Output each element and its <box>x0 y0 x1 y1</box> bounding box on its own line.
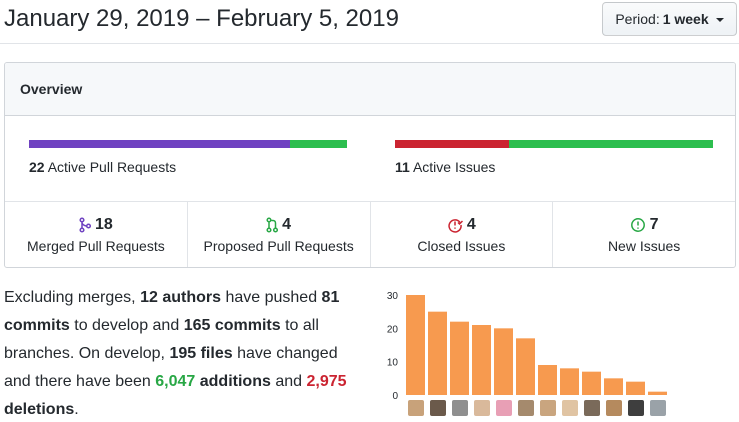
author-avatar[interactable] <box>562 400 578 416</box>
stat-merged-pull-requests[interactable]: 18 Merged Pull Requests <box>5 202 188 267</box>
y-tick-label: 0 <box>392 391 398 400</box>
new-segment <box>509 140 713 148</box>
active-issues-link[interactable]: 11 Active Issues <box>395 159 495 175</box>
summary-text: and <box>275 373 303 390</box>
overview-header: Overview <box>5 63 735 116</box>
author-avatar[interactable] <box>540 400 556 416</box>
period-value: 1 week <box>662 11 709 27</box>
author-avatar[interactable] <box>584 400 600 416</box>
y-tick-label: 20 <box>387 324 399 335</box>
commit-bar[interactable] <box>648 391 667 395</box>
summary-text: have pushed <box>225 289 318 306</box>
stat-closed-issues[interactable]: 4 Closed Issues <box>371 202 554 267</box>
author-avatar[interactable] <box>606 400 622 416</box>
caret-down-icon <box>715 18 724 22</box>
stats-row: 18 Merged Pull Requests 4 Proposed Pull … <box>5 201 735 267</box>
closed-segment <box>395 140 510 148</box>
y-tick-label: 10 <box>387 358 399 369</box>
develop-commits-count: 81 commits <box>4 289 340 334</box>
deletions-word: deletions <box>4 401 75 418</box>
issue-closed-icon <box>448 219 463 233</box>
summary-text: Excluding merges, <box>4 289 136 306</box>
page-title: January 29, 2019 – February 5, 2019 <box>4 5 399 32</box>
open-segment <box>289 140 347 148</box>
commit-bar[interactable] <box>604 378 623 395</box>
summary-text: to all branches. On develop, <box>4 317 319 362</box>
commit-bar[interactable] <box>494 328 513 395</box>
closed-count: 4 <box>466 216 476 233</box>
header: January 29, 2019 – February 5, 2019 Peri… <box>0 0 739 44</box>
y-tick-label: 30 <box>387 291 399 302</box>
author-avatar[interactable] <box>452 400 468 416</box>
commit-bar[interactable] <box>472 325 491 395</box>
commit-bar[interactable] <box>538 365 557 395</box>
summary-text: have changed and there have been <box>4 345 338 390</box>
active-issues-label: Active Issues <box>412 159 496 175</box>
commit-bar[interactable] <box>428 311 447 395</box>
deletions-count: 2,975 <box>306 373 347 390</box>
commit-summary: Excluding merges, 12 authors have pushed… <box>4 284 364 422</box>
issues-progress-bar[interactable] <box>395 140 713 148</box>
commits-chart-svg: 30 20 10 0 <box>387 291 667 400</box>
active-pull-requests-label: Active Pull Requests <box>47 159 177 175</box>
authors-count: 12 authors <box>140 289 221 306</box>
commit-bar[interactable] <box>516 338 535 395</box>
overview-title: Overview <box>20 81 83 97</box>
author-avatar[interactable] <box>408 400 424 416</box>
commit-bar[interactable] <box>450 321 469 395</box>
commit-bar[interactable] <box>560 368 579 395</box>
closed-label: Closed Issues <box>417 238 506 254</box>
summary-text: to develop and <box>74 317 180 334</box>
issue-opened-icon <box>630 218 645 232</box>
author-avatar[interactable] <box>518 400 534 416</box>
merged-count: 18 <box>94 216 113 233</box>
merged-segment <box>29 140 290 148</box>
new-label: New Issues <box>607 238 681 254</box>
commit-bar[interactable] <box>406 295 425 395</box>
active-issues-count: 11 <box>395 159 410 175</box>
active-pull-requests-count: 22 <box>29 159 45 175</box>
additions-count: 6,047 <box>155 373 196 390</box>
period-label: Period: <box>615 11 660 27</box>
files-changed-count: 195 files <box>169 345 233 362</box>
overview-panel: Overview 22 Active Pull Requests 11 Acti… <box>4 62 736 268</box>
active-pull-requests-link[interactable]: 22 Active Pull Requests <box>29 159 176 175</box>
all-commits-count: 165 commits <box>183 317 281 334</box>
author-avatar[interactable] <box>430 400 446 416</box>
author-avatar[interactable] <box>474 400 490 416</box>
proposed-label: Proposed Pull Requests <box>203 238 354 254</box>
stat-new-issues[interactable]: 7 New Issues <box>553 202 735 267</box>
summary-text: . <box>74 401 79 418</box>
author-avatar[interactable] <box>650 400 666 416</box>
new-count: 7 <box>649 216 659 233</box>
git-pull-request-icon <box>266 217 279 233</box>
commit-bar[interactable] <box>582 371 601 395</box>
commit-bar[interactable] <box>626 381 645 395</box>
author-avatar[interactable] <box>628 400 644 416</box>
additions-word: additions <box>199 373 271 390</box>
proposed-count: 4 <box>282 216 292 233</box>
author-avatar[interactable] <box>496 400 512 416</box>
merged-label: Merged Pull Requests <box>27 238 165 254</box>
period-select-button[interactable]: Period: 1 week <box>602 2 737 36</box>
stat-proposed-pull-requests[interactable]: 4 Proposed Pull Requests <box>188 202 371 267</box>
git-merge-icon <box>79 217 91 233</box>
contributors-bar-chart: 30 20 10 0 <box>368 284 739 422</box>
pull-requests-progress-bar[interactable] <box>29 140 347 148</box>
